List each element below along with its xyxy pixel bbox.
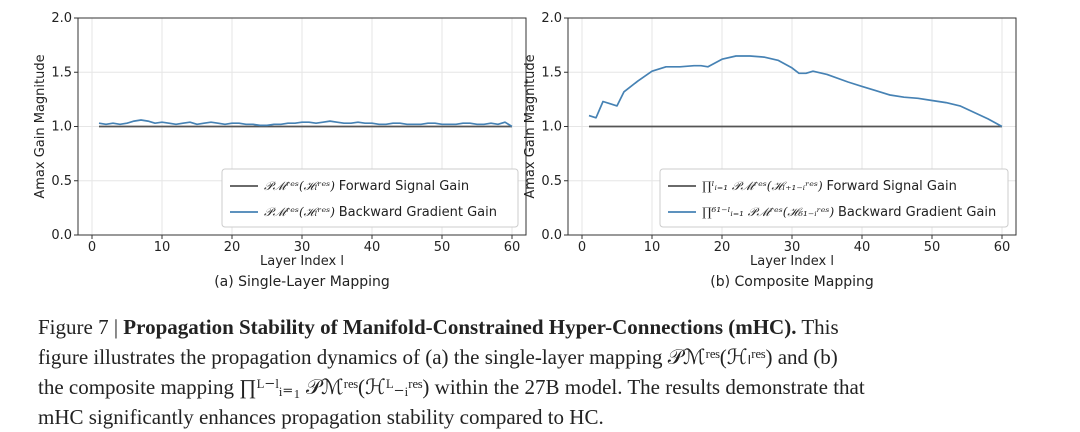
x-tick-label: 10: [154, 240, 171, 255]
caption-title: Propagation Stability of Manifold-Constr…: [123, 315, 797, 339]
legend: 𝒫ℳʳᵉˢ(ℋₗʳᵉˢ) Forward Signal Gain 𝒫ℳʳᵉˢ(ℋₗ…: [221, 168, 519, 228]
y-tick-label: 0.0: [51, 228, 72, 243]
legend: ∏ˡᵢ₌₁ 𝒫ℳʳᵉˢ(ℋₗ₊₁₋ᵢʳᵉˢ) Forward Signal Ga…: [659, 168, 1009, 228]
caption-line-1: Figure 7 | Propagation Stability of Mani…: [38, 312, 1048, 342]
y-axis-label: Amax Gain Magnitude: [523, 54, 538, 198]
y-tick-label: 2.0: [51, 11, 72, 26]
y-axis-label: Amax Gain Magnitude: [33, 54, 48, 198]
y-tick-label: 1.0: [51, 120, 72, 135]
legend-entry: ∏ˡᵢ₌₁ 𝒫ℳʳᵉˢ(ℋₗ₊₁₋ᵢʳᵉˢ) Forward Signal Ga…: [702, 179, 957, 194]
x-tick-label: 50: [434, 240, 451, 255]
series-line-backward: [98, 119, 513, 128]
chart-panel-left: 0 10 20 30 40 50 60 0.0 0.5 1.0 1.5 2.0 Layer Index …: [33, 11, 527, 290]
x-tick-label: 10: [644, 240, 661, 255]
caption-line-2: figure illustrates the propagation dynam…: [38, 345, 838, 369]
y-tick-label: 1.5: [51, 65, 72, 80]
caption-line-3: the composite mapping ∏ᴸ⁻ˡᵢ₌₁ 𝒫ℳʳᵉˢ(ℋᴸ₋ᵢ…: [38, 375, 865, 399]
x-tick-label: 40: [854, 240, 871, 255]
x-tick-label: 30: [784, 240, 801, 255]
legend-box: [221, 168, 519, 228]
figure-charts: 0 10 20 30 40 50 60 0.0 0.5 1.0 1.5 2.0 Layer Index …: [33, 11, 1017, 290]
x-tick-label: 20: [224, 240, 241, 255]
caption-line1-rest: This: [801, 315, 839, 339]
x-tick-label: 30: [294, 240, 311, 255]
legend-entry: ∏⁶¹⁻ˡᵢ₌₁ 𝒫ℳʳᵉˢ(ℋ₆₁₋ᵢʳᵉˢ) Backward Gradie…: [702, 205, 996, 220]
x-tick-label: 0: [578, 240, 586, 255]
y-tick-label: 0.5: [541, 174, 562, 189]
y-tick-label: 1.0: [541, 120, 562, 135]
caption-line-4: mHC significantly enhances propagation s…: [38, 405, 604, 429]
x-tick-label: 0: [88, 240, 96, 255]
x-tick-label: 40: [364, 240, 381, 255]
y-tick-label: 2.0: [541, 11, 562, 26]
x-axis-label: Layer Index l: [260, 254, 344, 269]
legend-entry: 𝒫ℳʳᵉˢ(ℋₗʳᵉˢ) Forward Signal Gain: [264, 179, 469, 194]
chart-panel-right: 0 10 20 30 40 50 60 0.0 0.5 1.0 1.5 2.0 Layer Index …: [523, 11, 1017, 290]
x-tick-label: 60: [994, 240, 1011, 255]
series-line-backward: [588, 55, 1003, 128]
x-axis-label: Layer Index l: [750, 254, 834, 269]
legend-entry: 𝒫ℳʳᵉˢ(ℋₗʳᵉˢ) Backward Gradient Gain: [264, 205, 497, 220]
y-tick-label: 0.5: [51, 174, 72, 189]
caption-figure-label: Figure 7 |: [38, 315, 119, 339]
chart-subtitle: (b) Composite Mapping: [710, 274, 874, 290]
chart-subtitle: (a) Single-Layer Mapping: [214, 274, 390, 290]
x-tick-label: 50: [924, 240, 941, 255]
figure-caption: Figure 7 | Propagation Stability of Mani…: [38, 312, 1048, 432]
y-tick-label: 1.5: [541, 65, 562, 80]
x-tick-label: 20: [714, 240, 731, 255]
x-tick-label: 60: [504, 240, 521, 255]
legend-box: [659, 168, 1009, 228]
y-tick-label: 0.0: [541, 228, 562, 243]
